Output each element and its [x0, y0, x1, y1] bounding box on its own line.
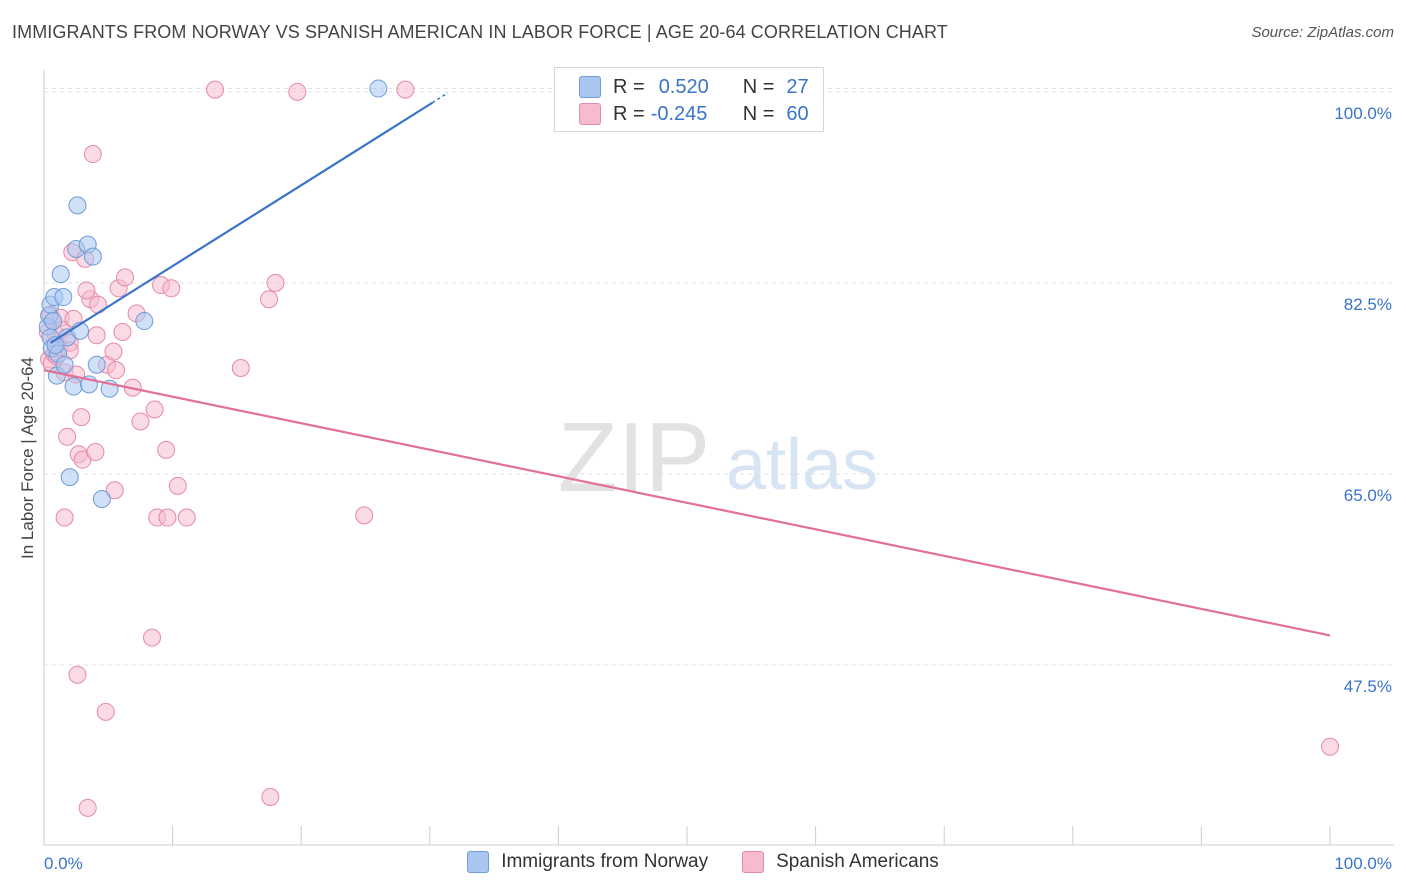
legend-n-value-norway: 27 [786, 75, 809, 98]
point-norway [46, 336, 65, 355]
point-spanish [288, 82, 307, 101]
point-norway [68, 196, 87, 215]
point-spanish [58, 427, 77, 446]
point-spanish [131, 412, 150, 431]
legend-r-label: R = [613, 75, 645, 98]
point-norway [87, 355, 106, 374]
point-spanish [177, 508, 196, 527]
y-tick-label: 65.0% [1344, 486, 1392, 505]
point-spanish [145, 400, 164, 419]
point-spanish [105, 481, 124, 500]
point-spanish [87, 326, 106, 345]
legend-n-value-spanish: 60 [786, 102, 809, 125]
point-spanish [162, 279, 181, 298]
point-norway [60, 468, 79, 487]
point-spanish [77, 281, 96, 300]
series-legend: Immigrants from Norway Spanish Americans [0, 851, 1406, 873]
legend-row-norway: R = 0.520 N = 27 [579, 74, 809, 100]
y-tick-label: 100.0% [1334, 104, 1392, 123]
point-spanish [83, 145, 102, 164]
legend-r-value-norway: 0.520 [658, 75, 709, 98]
point-spanish [78, 798, 97, 817]
series-label-norway: Immigrants from Norway [501, 851, 709, 872]
legend-swatch-norway [579, 76, 601, 98]
point-spanish [158, 508, 177, 527]
trend-lines [43, 92, 1331, 637]
point-norway [55, 355, 74, 374]
watermark-zip: ZIP [558, 402, 710, 512]
point-norway [83, 247, 102, 266]
tick-labels: 47.5% 65.0% 82.5% 100.0% 0.0% 100.0% [44, 104, 1392, 873]
point-spanish [266, 273, 285, 292]
x-tick-label-min: 0.0% [44, 854, 83, 873]
point-spanish [104, 342, 123, 361]
point-spanish [260, 290, 279, 309]
point-spanish [157, 440, 176, 459]
point-spanish [116, 268, 135, 287]
point-spanish [261, 787, 280, 806]
point-spanish [168, 476, 187, 495]
trend-line-norway-extension [431, 92, 449, 104]
legend-swatch-spanish [579, 103, 601, 125]
trend-line-spanish [43, 369, 1331, 637]
point-spanish [89, 295, 108, 314]
series-swatch-spanish [742, 851, 765, 873]
point-norway [369, 79, 388, 98]
data-points [38, 79, 1339, 817]
point-norway [64, 377, 83, 396]
x-tick-label-max: 100.0% [1334, 854, 1392, 873]
legend-r-label: R = [613, 102, 645, 125]
watermark: ZIP atlas [558, 402, 878, 512]
point-norway [54, 288, 73, 307]
series-legend-item-spanish[interactable]: Spanish Americans [742, 851, 939, 873]
point-spanish [86, 443, 105, 462]
point-spanish [96, 702, 115, 721]
point-spanish [55, 508, 74, 527]
legend-n-label: N = [742, 102, 775, 125]
point-norway [51, 265, 70, 284]
point-spanish [1321, 737, 1339, 756]
legend-row-spanish: R = -0.245 N = 60 [579, 101, 809, 127]
trend-line-norway [49, 101, 433, 344]
axes [43, 70, 1394, 846]
y-tick-label: 47.5% [1344, 677, 1392, 696]
point-norway [135, 312, 154, 331]
legend-r-value-spanish: -0.245 [650, 102, 708, 125]
point-norway [44, 312, 63, 331]
point-norway [92, 489, 111, 508]
watermark-atlas: atlas [726, 425, 878, 505]
chart-title: IMMIGRANTS FROM NORWAY VS SPANISH AMERIC… [12, 22, 948, 42]
y-tick-label: 82.5% [1344, 295, 1392, 314]
series-legend-item-norway[interactable]: Immigrants from Norway [467, 851, 708, 873]
series-label-spanish: Spanish Americans [776, 851, 939, 872]
point-spanish [72, 408, 91, 427]
point-spanish [206, 80, 225, 99]
point-spanish [396, 80, 415, 99]
point-spanish [143, 628, 162, 647]
series-swatch-norway [467, 851, 490, 873]
point-spanish [231, 358, 250, 377]
point-spanish [113, 322, 132, 341]
source-credit: Source: ZipAtlas.com [1251, 24, 1394, 41]
grid-lines [44, 88, 1394, 666]
point-spanish [355, 506, 374, 525]
point-spanish [68, 665, 87, 684]
legend-n-label: N = [742, 75, 775, 98]
correlation-legend: R = 0.520 N = 27 R = -0.245 N = 60 [554, 67, 824, 132]
point-spanish [107, 361, 126, 380]
